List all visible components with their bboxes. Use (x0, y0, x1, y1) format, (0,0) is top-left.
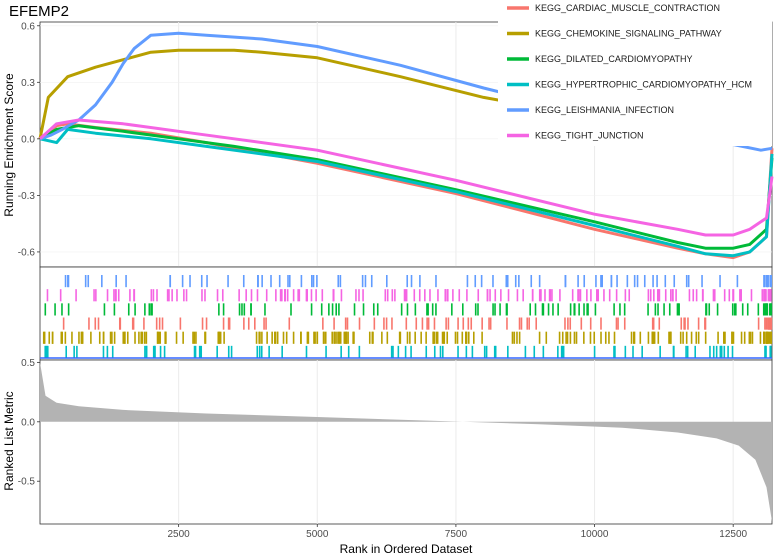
legend-label: KEGG_TIGHT_JUNCTION (535, 131, 644, 141)
x-tick-label: 10000 (581, 529, 609, 540)
ranked-panel-frame (39, 359, 773, 525)
plot-title: EFEMP2 (9, 3, 69, 20)
y-axis-title-top: Running Enrichment Score (2, 73, 16, 217)
y-tick-label: 0.0 (21, 134, 35, 145)
ranked-y-axis: 0.5 0.0 -0.5 (18, 358, 40, 488)
y-axis-title-bottom: Ranked List Metric (2, 391, 16, 490)
y-tick-label: 0.6 (21, 21, 35, 32)
y-tick-label: -0.6 (18, 247, 36, 258)
hits-row-kegg-tight-junction (46, 289, 772, 302)
x-axis: 2500 5000 7500 10000 12500 (168, 524, 748, 540)
legend-label: KEGG_HYPERTROPHIC_CARDIOMYOPATHY_HCM (535, 80, 752, 90)
x-axis-title: Rank in Ordered Dataset (340, 542, 473, 556)
legend-label: KEGG_CARDIAC_MUSCLE_CONTRACTION (535, 3, 720, 13)
hits-row-kegg-cardiac-muscle-contraction (62, 317, 773, 330)
legend: KEGG_CARDIAC_MUSCLE_CONTRACTION KEGG_CHEM… (498, 0, 772, 146)
hits-row-kegg-chemokine-signaling-pathway (42, 331, 773, 344)
x-tick-label: 2500 (168, 529, 191, 540)
y-tick-label: -0.5 (18, 477, 36, 488)
hits-panel-frame (39, 266, 773, 361)
legend-label: KEGG_LEISHMANIA_INFECTION (535, 105, 674, 115)
hits-row-kegg-hypertrophic-cardiomyopathy-hcm (44, 345, 772, 358)
hits-row-kegg-leishmania-infection (64, 275, 773, 288)
x-tick-label: 12500 (719, 529, 747, 540)
hits-panel (39, 266, 773, 361)
ranked-metric-panel: 0.5 0.0 -0.5 2500 5000 7500 10000 12500 (18, 358, 773, 540)
hits-row-kegg-dilated-cardiomyopathy (44, 303, 773, 316)
x-tick-label: 7500 (445, 529, 468, 540)
legend-label: KEGG_CHEMOKINE_SIGNALING_PATHWAY (535, 29, 722, 39)
enrichment-y-axis: 0.6 0.3 0.0 -0.3 -0.6 (18, 21, 40, 258)
es-line-kegg-tight-junction (38, 118, 774, 237)
x-tick-label: 5000 (306, 529, 329, 540)
enrichment-panel: 0.6 0.3 0.0 -0.3 -0.6 KEGG_CARDIAC_MUSCLE_CO… (18, 0, 774, 268)
es-line-kegg-dilated-cardiomyopathy (39, 124, 774, 250)
y-tick-label: 0.5 (21, 358, 35, 369)
legend-background (498, 0, 772, 146)
es-line-kegg-hypertrophic-cardiomyopathy-hcm (39, 127, 774, 258)
y-tick-label: -0.3 (18, 191, 36, 202)
legend-label: KEGG_DILATED_CARDIOMYOPATHY (535, 54, 693, 64)
y-tick-label: 0.0 (21, 417, 35, 428)
hits-ticks (40, 275, 773, 359)
y-tick-label: 0.3 (21, 78, 35, 89)
